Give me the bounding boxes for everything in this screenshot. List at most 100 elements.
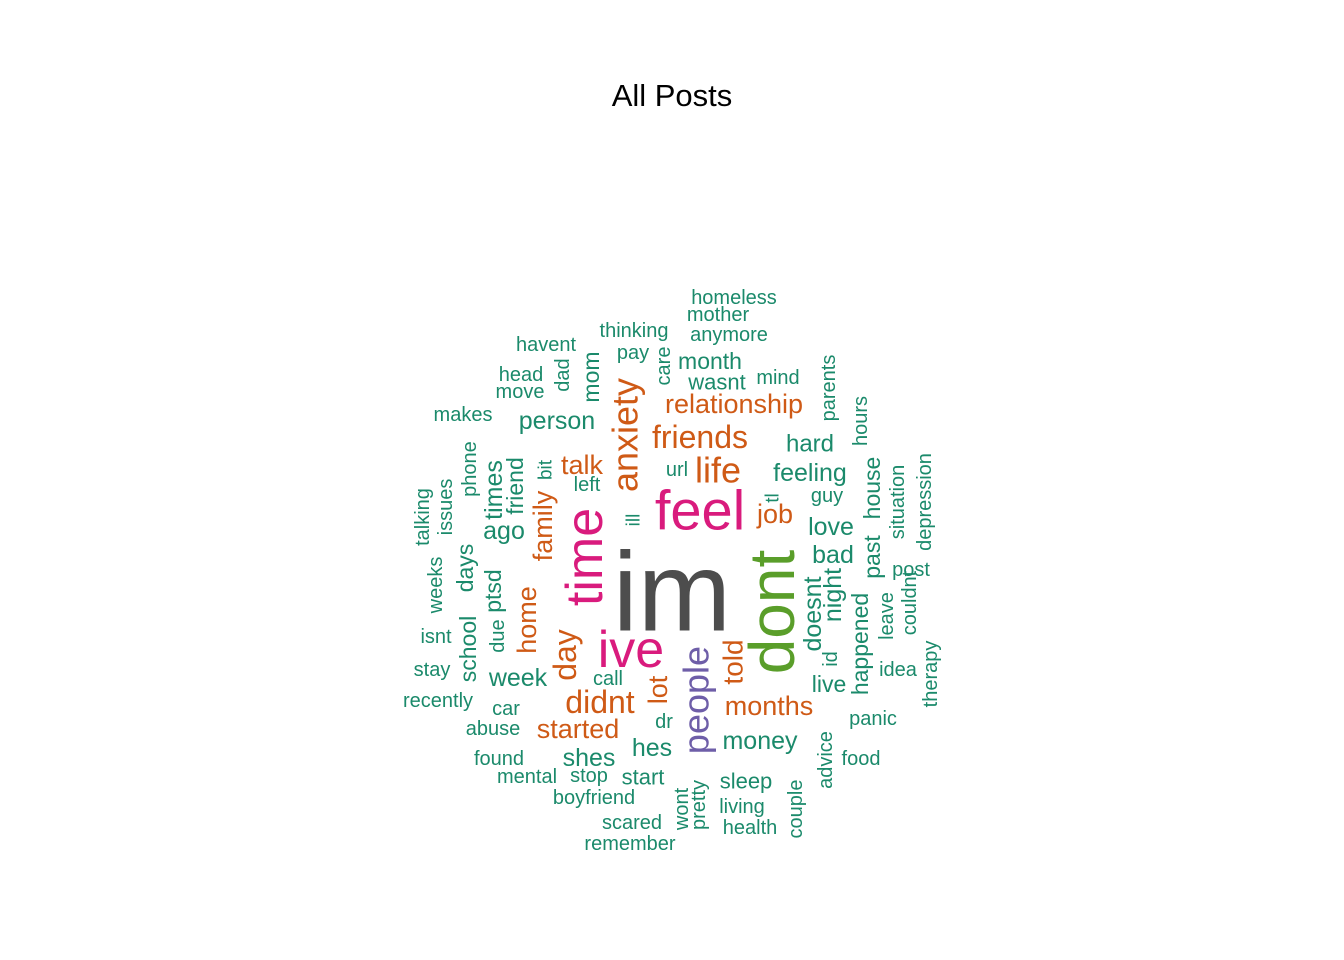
word-url: url <box>666 459 688 481</box>
word-doesnt: doesnt <box>799 576 827 651</box>
word-night: night <box>819 568 847 622</box>
word-depression: depression <box>914 453 936 551</box>
word-told: told <box>718 639 749 684</box>
word-id: id <box>820 651 842 667</box>
word-remember: remember <box>584 833 675 855</box>
word-mother: mother <box>687 304 750 326</box>
word-hours: hours <box>850 396 872 446</box>
word-makes: makes <box>434 404 493 426</box>
word-boyfriend: boyfriend <box>553 787 635 809</box>
word-im: im <box>613 530 731 655</box>
word-month: month <box>678 348 742 374</box>
word-issues: issues <box>435 479 457 536</box>
chart-title: All Posts <box>611 78 733 113</box>
word-recently: recently <box>403 690 473 712</box>
word-call: call <box>593 668 623 690</box>
word-care: care <box>653 347 675 386</box>
word-anymore: anymore <box>690 324 768 346</box>
word-past: past <box>859 535 885 579</box>
word-lot: lot <box>643 675 673 704</box>
word-love: love <box>808 513 854 541</box>
word-dont: dont <box>736 550 808 675</box>
word-move: move <box>496 381 545 403</box>
word-job: job <box>756 499 793 529</box>
word-living: living <box>719 796 765 818</box>
word-shes: shes <box>563 744 616 772</box>
word-left: left <box>574 474 601 496</box>
word-house: house <box>859 457 885 520</box>
word-couple: couple <box>785 780 807 839</box>
word-dad: dad <box>552 358 574 391</box>
word-health: health <box>723 817 778 839</box>
word-pay: pay <box>617 342 649 364</box>
word-mental: mental <box>497 766 557 788</box>
word-weeks: weeks <box>425 557 447 615</box>
word-dr: dr <box>655 711 673 733</box>
word-school: school <box>455 616 481 682</box>
word-ptsd: ptsd <box>480 569 506 612</box>
word-hes: hes <box>632 734 672 762</box>
word-due: due <box>487 619 509 652</box>
word-talk: talk <box>561 450 604 480</box>
word-panic: panic <box>849 708 897 730</box>
word-wont: wont <box>671 787 693 831</box>
word-found: found <box>474 748 524 770</box>
word-homeless: homeless <box>691 287 777 309</box>
word-thinking: thinking <box>600 320 669 342</box>
word-happened: happened <box>847 593 873 695</box>
word-parents: parents <box>818 355 840 422</box>
word-friend: friend <box>502 457 528 515</box>
word-food: food <box>842 748 881 770</box>
word-ago: ago <box>483 517 525 545</box>
word-post: post <box>892 559 930 581</box>
word-advice: advice <box>815 731 837 789</box>
word-ill: ill <box>624 514 645 527</box>
word-life: life <box>695 450 741 491</box>
word-stay: stay <box>414 659 451 681</box>
word-mom: mom <box>578 351 604 402</box>
word-therapy: therapy <box>920 641 942 708</box>
word-anxiety: anxiety <box>605 378 646 492</box>
word-idea: idea <box>879 659 918 681</box>
word-times: times <box>480 460 508 520</box>
word-started: started <box>537 714 620 744</box>
word-relationship: relationship <box>665 389 803 419</box>
word-didnt: didnt <box>565 684 635 720</box>
word-mind: mind <box>756 367 799 389</box>
word-isnt: isnt <box>420 626 452 648</box>
word-situation: situation <box>887 465 909 540</box>
word-sleep: sleep <box>720 769 773 794</box>
word-car: car <box>492 698 520 720</box>
word-abuse: abuse <box>466 718 521 740</box>
word-live: live <box>812 671 847 697</box>
word-wasnt: wasnt <box>687 370 745 395</box>
word-havent: havent <box>516 334 576 356</box>
word-talking: talking <box>412 488 434 546</box>
word-couldnt: couldnt <box>899 570 921 635</box>
word-scared: scared <box>602 812 662 834</box>
word-friends: friends <box>652 419 748 455</box>
word-person: person <box>519 407 595 435</box>
word-tl: tl <box>763 493 784 503</box>
word-family: family <box>528 490 558 561</box>
word-months: months <box>725 691 814 721</box>
word-feeling: feeling <box>773 459 847 487</box>
word-head: head <box>499 364 544 386</box>
word-leave: leave <box>876 592 898 640</box>
word-hard: hard <box>786 431 834 458</box>
word-days: days <box>452 544 478 593</box>
word-bad: bad <box>812 541 854 569</box>
word-day: day <box>547 629 583 681</box>
word-feel: feel <box>655 479 745 542</box>
word-ive: ive <box>598 621 664 679</box>
word-week: week <box>488 664 548 692</box>
word-guy: guy <box>811 485 843 507</box>
word-bit: bit <box>536 459 557 480</box>
word-pretty: pretty <box>688 780 710 830</box>
word-start: start <box>622 765 665 790</box>
word-money: money <box>722 727 798 755</box>
word-phone: phone <box>459 441 481 497</box>
word-stop: stop <box>570 765 608 787</box>
